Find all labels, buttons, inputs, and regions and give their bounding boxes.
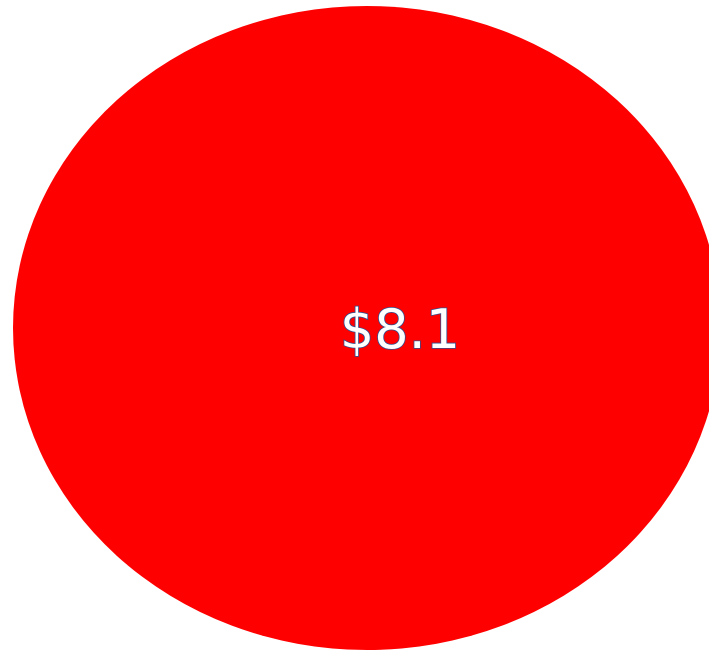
pie-slice-label-0: $8.1 bbox=[340, 298, 460, 361]
pie-slice-0 bbox=[13, 6, 709, 650]
